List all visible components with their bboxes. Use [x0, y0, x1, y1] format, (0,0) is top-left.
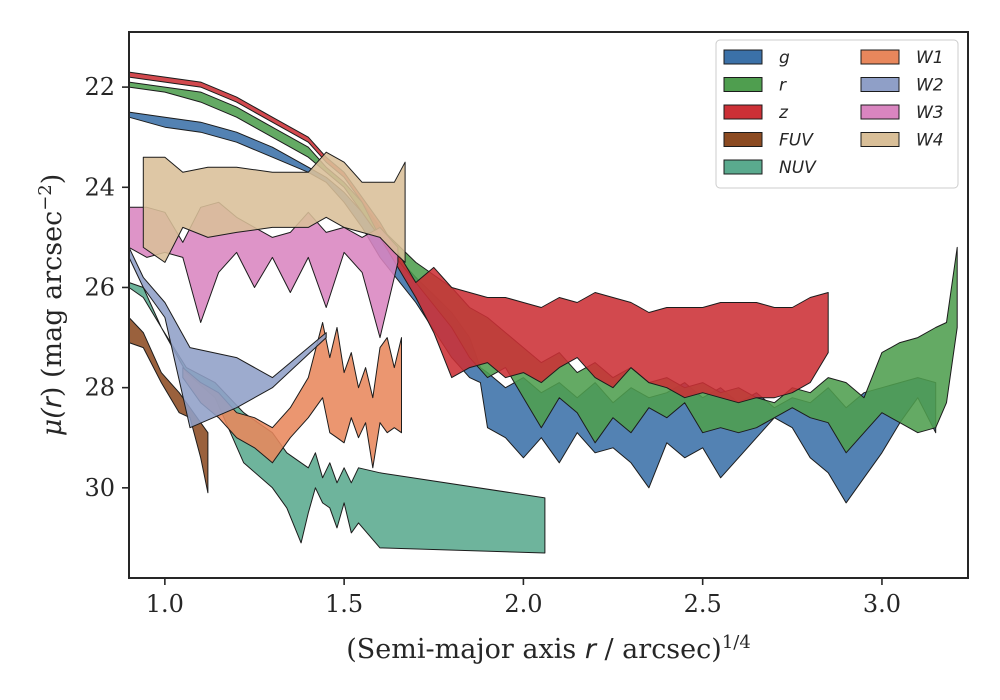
legend-swatch: [723, 77, 763, 92]
y-axis-label: μ(r) (mag arcsec−2): [35, 174, 69, 437]
x-tick-label: 3.0: [863, 590, 901, 618]
legend-label: W4: [916, 131, 944, 151]
series-band-w1: [182, 322, 402, 469]
y-tick-label: 30: [84, 474, 115, 502]
series-band-z: [128, 71, 829, 404]
legend-swatch: [860, 49, 900, 65]
x-tick-label: 2.0: [504, 590, 542, 618]
legend-label: W2: [916, 76, 944, 96]
legend-swatch: [723, 49, 763, 65]
plot-frame: [128, 31, 969, 579]
legend-label: NUV: [779, 158, 817, 178]
legend-item-r: r: [723, 76, 787, 96]
legend-label: W1: [916, 48, 944, 68]
x-tick-label: 2.5: [684, 590, 722, 618]
legend-label: FUV: [779, 131, 814, 151]
y-tick-label: 28: [84, 374, 115, 402]
x-axis-label: (Semi-major axis r / arcsec)1/4: [346, 632, 751, 666]
x-axis: 1.0 1.5 2.0 2.5 3.0: [146, 578, 901, 618]
series-band-w2: [128, 246, 327, 429]
legend-label: W3: [916, 103, 944, 123]
x-tick-label: 1.5: [325, 590, 363, 618]
legend-swatch: [723, 159, 763, 175]
legend-item-w3: W3: [860, 103, 944, 123]
legend-swatch: [723, 104, 763, 120]
y-tick-label: 26: [84, 273, 115, 301]
legend-swatch: [723, 132, 763, 147]
legend-item-fuv: FUV: [723, 131, 814, 151]
legend-swatch: [860, 77, 900, 92]
legend-label: z: [778, 103, 789, 123]
series-band-w4: [142, 151, 406, 263]
series-band-fuv: [128, 317, 209, 494]
x-tick-label: 1.0: [146, 590, 184, 618]
legend-item-w2: W2: [860, 76, 944, 96]
y-tick-label: 22: [84, 73, 115, 101]
legend-item-nuv: NUV: [723, 158, 817, 178]
legend-item-g: g: [723, 48, 790, 68]
legend-label: r: [779, 76, 787, 96]
legend-swatch: [860, 132, 900, 147]
y-axis: 22 24 26 28 30: [84, 73, 129, 502]
y-tick-label: 24: [84, 173, 115, 201]
legend-item-w4: W4: [860, 131, 944, 151]
legend-item-z: z: [723, 103, 789, 123]
series-bands: [128, 71, 958, 554]
legend-label: g: [779, 48, 790, 68]
legend-swatch: [860, 104, 900, 120]
legend-item-w1: W1: [860, 48, 944, 68]
legend: grz FUV NUV W1 W2 W3 W4: [715, 39, 959, 189]
